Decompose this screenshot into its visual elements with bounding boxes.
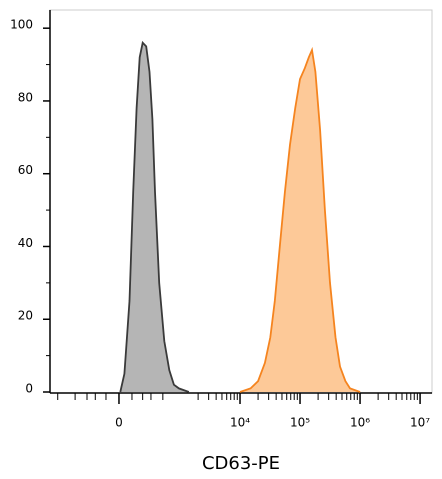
y-tick-label: 0	[25, 382, 33, 396]
x-tick-label: 10⁶	[350, 416, 370, 430]
y-tick-label: 20	[18, 309, 33, 323]
y-tick-label: 100	[10, 18, 33, 32]
x-tick-label: 0	[115, 416, 123, 430]
y-tick-label: 80	[18, 90, 33, 104]
histogram-area	[240, 50, 361, 392]
histogram-line	[119, 40, 190, 393]
x-axis-title: CD63-PE	[202, 453, 280, 474]
plot-frame	[49, 9, 433, 394]
histogram-line	[239, 46, 361, 393]
histogram-area	[120, 42, 189, 392]
x-tick-label: 10⁷	[410, 416, 430, 430]
x-tick-label: 10⁵	[290, 416, 310, 430]
x-tick-label: 10⁴	[230, 416, 250, 430]
y-tick-label: 60	[18, 163, 33, 177]
y-tick-label: 40	[18, 236, 33, 250]
